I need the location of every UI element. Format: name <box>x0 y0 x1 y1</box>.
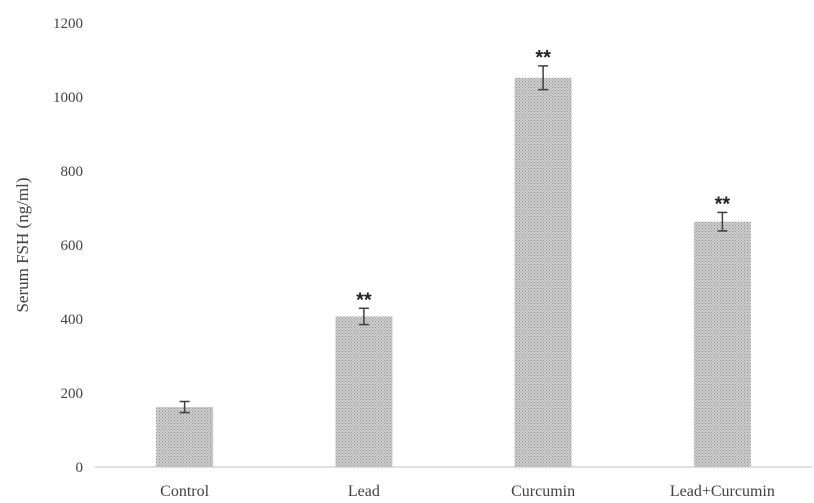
y-tick-label: 200 <box>61 386 84 402</box>
category-label: Lead <box>348 483 380 500</box>
bar <box>693 221 751 467</box>
y-tick-label: 0 <box>76 460 84 476</box>
category-label: Lead+Curcumin <box>670 483 775 500</box>
error-bar <box>179 400 190 414</box>
significance-marker: ** <box>356 289 372 311</box>
bars <box>156 77 751 467</box>
bar <box>335 316 393 467</box>
y-axis-ticks: 0 200 400 600 800 1000 1200 <box>53 16 83 476</box>
significance-marker: ** <box>535 47 551 69</box>
y-tick-label: 600 <box>61 238 84 254</box>
significance-markers: ** ** ** <box>356 47 730 311</box>
y-axis-title: Serum FSH (ng/ml) <box>13 177 32 312</box>
bar <box>156 407 214 467</box>
error-bar <box>538 65 549 91</box>
category-labels: Control Lead Curcumin Lead+Curcumin <box>160 483 775 500</box>
error-bar <box>717 211 728 232</box>
y-tick-label: 1000 <box>53 90 83 106</box>
category-label: Curcumin <box>511 483 575 500</box>
error-bar <box>358 307 369 326</box>
y-tick-label: 1200 <box>53 16 83 32</box>
bar <box>514 77 572 467</box>
y-tick-label: 400 <box>61 312 84 328</box>
error-bars <box>179 65 728 414</box>
significance-marker: ** <box>715 193 731 215</box>
y-tick-label: 800 <box>61 164 84 180</box>
category-label: Control <box>160 483 209 500</box>
